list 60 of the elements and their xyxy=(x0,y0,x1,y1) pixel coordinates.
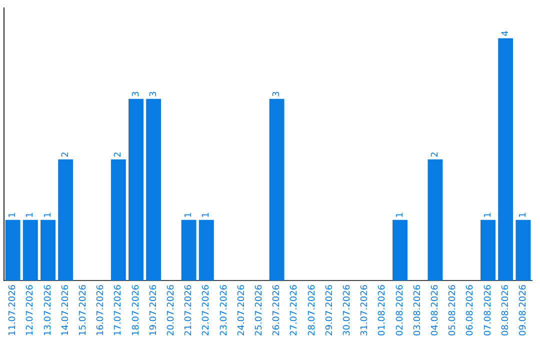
x-tick-label: 27.07.2026 xyxy=(290,284,300,336)
x-tick-label: 01.08.2026 xyxy=(378,284,388,336)
x-tick-label: 05.08.2026 xyxy=(448,284,458,336)
data-label: 3 xyxy=(148,91,159,97)
x-tick-label: 28.07.2026 xyxy=(307,284,318,336)
bar xyxy=(392,220,408,280)
bar xyxy=(40,220,56,280)
x-tick-label: 03.08.2026 xyxy=(412,284,423,336)
x-tick-label: 09.08.2026 xyxy=(518,284,529,336)
x-tick-label: 11.07.2026 xyxy=(8,284,18,336)
x-tick-label: 19.07.2026 xyxy=(148,284,159,336)
x-tick-label: 20.07.2026 xyxy=(166,284,177,336)
x-tick-label: 23.07.2026 xyxy=(219,284,230,336)
x-tick-label: 18.07.2026 xyxy=(131,284,142,336)
x-tick-label: 04.08.2026 xyxy=(430,284,441,336)
x-tick-label: 16.07.2026 xyxy=(96,284,106,336)
data-label: 3 xyxy=(131,91,142,97)
data-label: 4 xyxy=(500,30,511,36)
x-tick-label: 29.07.2026 xyxy=(324,284,335,336)
x-tick-label: 17.07.2026 xyxy=(114,284,124,336)
bar xyxy=(146,98,162,280)
data-label: 1 xyxy=(26,212,36,218)
data-label: 1 xyxy=(518,212,529,218)
data-label: 1 xyxy=(184,212,194,218)
data-label: 1 xyxy=(8,212,18,218)
data-label: 1 xyxy=(395,212,406,218)
bar xyxy=(428,159,443,280)
x-tick-label: 26.07.2026 xyxy=(272,284,282,336)
bar xyxy=(58,159,74,280)
data-label: 3 xyxy=(272,91,282,97)
bar xyxy=(5,220,20,280)
data-label: 1 xyxy=(483,212,494,218)
x-tick-label: 14.07.2026 xyxy=(60,284,71,336)
bar xyxy=(480,220,496,280)
x-tick-label: 22.07.2026 xyxy=(202,284,212,336)
data-label: 2 xyxy=(430,152,441,158)
data-label: 2 xyxy=(60,152,71,158)
x-tick-label: 15.07.2026 xyxy=(78,284,89,336)
data-label: 1 xyxy=(202,212,212,218)
x-tick-label: 24.07.2026 xyxy=(236,284,247,336)
data-label: 2 xyxy=(114,152,124,158)
x-tick-label: 13.07.2026 xyxy=(43,284,54,336)
x-tick-label: 07.08.2026 xyxy=(483,284,494,336)
x-tick-label: 25.07.2026 xyxy=(254,284,265,336)
bar xyxy=(128,98,144,280)
data-label: 1 xyxy=(43,212,54,218)
x-tick-label: 06.08.2026 xyxy=(466,284,476,336)
bar xyxy=(498,38,514,280)
bar xyxy=(516,220,531,280)
x-tick-label: 30.07.2026 xyxy=(342,284,353,336)
bar xyxy=(269,98,284,280)
bar xyxy=(181,220,196,280)
x-tick-label: 08.08.2026 xyxy=(500,284,511,336)
x-tick-label: 21.07.2026 xyxy=(184,284,194,336)
x-tick-label: 31.07.2026 xyxy=(360,284,370,336)
x-tick-label: 12.07.2026 xyxy=(26,284,36,336)
x-tick-label: 02.08.2026 xyxy=(395,284,406,336)
bar xyxy=(110,159,126,280)
bar xyxy=(22,220,38,280)
bar xyxy=(198,220,214,280)
